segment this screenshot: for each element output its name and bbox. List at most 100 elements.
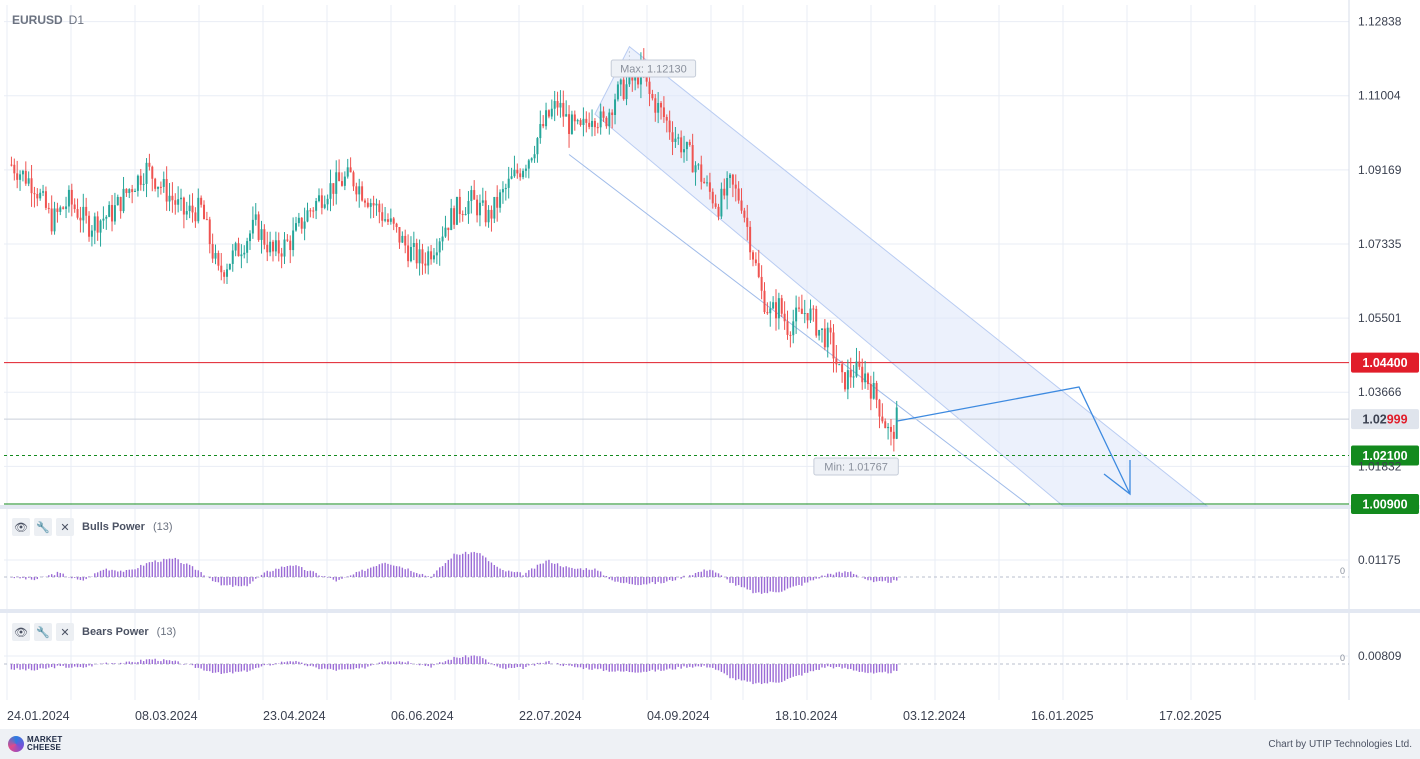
pane-divider — [0, 505, 1420, 509]
candle-bear — [453, 208, 456, 225]
candle-bear — [708, 182, 711, 192]
candle-bull — [616, 84, 619, 100]
candle-bear — [760, 276, 763, 291]
candle-bear — [688, 142, 691, 146]
candle-bear — [76, 209, 79, 218]
candle-bull — [234, 243, 237, 251]
candle-bull — [292, 230, 295, 251]
candle-bear — [36, 193, 39, 199]
candle-bull — [444, 227, 447, 237]
candle-bull — [108, 204, 111, 217]
candle-bear — [763, 290, 766, 313]
candle-bull — [122, 188, 125, 212]
bulls-power-zero-label: 0 — [1340, 566, 1345, 576]
candle-bear — [366, 202, 369, 207]
price-tick-label: 1.11004 — [1358, 89, 1401, 103]
candle-bull — [116, 196, 119, 206]
candle-bear — [13, 164, 16, 174]
regression-channel — [594, 45, 1209, 507]
candle-bear — [723, 188, 726, 196]
wrench-icon[interactable]: 🔧 — [34, 623, 52, 641]
candle-bull — [53, 208, 56, 232]
candle-bull — [329, 183, 332, 199]
candle-bear — [858, 361, 861, 367]
candle-bull — [895, 407, 898, 439]
candle-bear — [717, 206, 720, 217]
candle-bull — [795, 307, 798, 322]
wrench-icon[interactable]: 🔧 — [34, 518, 52, 536]
candle-bull — [162, 178, 165, 187]
footer-bar: MARKET CHEESE Chart by UTIP Technologies … — [0, 729, 1420, 759]
candle-bear — [395, 223, 398, 228]
timeframe-label: D1 — [68, 13, 85, 27]
candle-bull — [872, 383, 875, 399]
close-icon[interactable]: ✕ — [56, 518, 74, 536]
market-cheese-logo[interactable]: MARKET CHEESE — [8, 736, 62, 752]
candle-bear — [320, 195, 323, 208]
candle-bear — [237, 243, 240, 257]
candle-bull — [625, 84, 628, 100]
candle-bull — [231, 250, 234, 264]
candle-bear — [332, 183, 335, 194]
candle-bear — [832, 332, 835, 359]
price-chart[interactable]: 1.04400 1.02100 1.00900 1.02999 1.12838 1.110… — [0, 0, 1420, 729]
candle-bull — [90, 230, 93, 237]
candle-bull — [464, 214, 467, 216]
candle-bear — [125, 188, 128, 194]
close-icon[interactable]: ✕ — [56, 623, 74, 641]
candle-bull — [576, 120, 579, 122]
candle-bull — [694, 165, 697, 173]
candle-bear — [622, 79, 625, 100]
candle-bear — [182, 197, 185, 215]
forecast-path — [896, 386, 1131, 495]
level-label-bg — [1351, 493, 1419, 514]
candle-bull — [697, 164, 700, 166]
candle-bull — [545, 110, 548, 127]
candle-bear — [611, 112, 614, 116]
pane-divider — [0, 609, 1420, 613]
candle-bear — [797, 307, 800, 309]
candle-bear — [593, 120, 596, 128]
candle-bear — [361, 186, 364, 201]
price-level-label: 1.00900 — [1351, 493, 1419, 514]
chart-credit[interactable]: Chart by UTIP Technologies Ltd. — [1268, 739, 1412, 750]
candle-bull — [683, 149, 686, 153]
price-tick-label: 1.03666 — [1358, 385, 1402, 399]
candle-bear — [602, 111, 605, 118]
candle-bear — [556, 101, 559, 108]
candle-bear — [165, 178, 168, 202]
candle-bear — [703, 181, 706, 184]
candle-bear — [96, 216, 99, 233]
candle-bull — [852, 376, 855, 378]
candle-bear — [355, 186, 358, 195]
candle-bull — [185, 211, 188, 215]
eye-icon[interactable]: 👁 — [12, 518, 30, 536]
candle-bull — [369, 203, 372, 207]
candle-bull — [427, 251, 430, 266]
candle-bear — [10, 164, 13, 166]
candle-bull — [530, 158, 533, 161]
date-tick-label: 03.12.2024 — [903, 709, 966, 723]
candle-bear — [766, 312, 769, 314]
price-tick-label: 1.07335 — [1358, 237, 1402, 251]
candle-bear — [79, 217, 82, 221]
candle-bear — [458, 196, 461, 215]
candle-bear — [154, 178, 157, 189]
candle-bull — [818, 330, 821, 336]
candle-bear — [671, 132, 674, 142]
candle-bull — [809, 308, 812, 321]
candle-bear — [843, 372, 846, 390]
candle-bull — [550, 108, 553, 117]
candle-bull — [243, 252, 246, 255]
date-tick-label: 04.09.2024 — [647, 709, 710, 723]
candle-bull — [628, 73, 631, 85]
candle-bear — [573, 114, 576, 122]
date-tick-label: 23.04.2024 — [263, 709, 326, 723]
candle-bull — [21, 170, 24, 175]
candle-bear — [562, 102, 565, 117]
candle-bull — [533, 154, 536, 159]
candle-bear — [220, 265, 223, 273]
candle-bear — [85, 206, 88, 216]
candle-bull — [228, 263, 231, 270]
eye-icon[interactable]: 👁 — [12, 623, 30, 641]
